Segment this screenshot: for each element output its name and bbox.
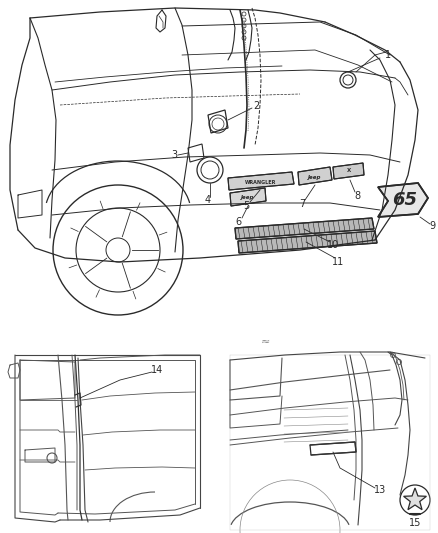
Text: 10: 10: [327, 240, 339, 250]
Polygon shape: [298, 167, 332, 185]
Text: 65: 65: [392, 191, 417, 209]
Polygon shape: [235, 218, 374, 239]
Text: 4: 4: [205, 195, 211, 205]
Polygon shape: [228, 172, 294, 190]
Text: 15: 15: [409, 518, 421, 528]
Text: 7: 7: [299, 199, 305, 209]
Polygon shape: [403, 488, 427, 510]
Text: WRANGLER: WRANGLER: [245, 181, 277, 185]
Text: 6: 6: [235, 217, 241, 227]
Polygon shape: [333, 163, 364, 179]
Text: ≈: ≈: [260, 337, 270, 347]
Text: 9: 9: [429, 221, 435, 231]
Text: Jeep: Jeep: [308, 174, 322, 180]
Text: 2: 2: [253, 101, 259, 111]
Text: 8: 8: [354, 191, 360, 201]
Text: 13: 13: [374, 485, 386, 495]
Text: 5: 5: [243, 201, 249, 211]
Text: 3: 3: [171, 150, 177, 160]
Text: 1: 1: [385, 50, 391, 60]
Polygon shape: [230, 188, 266, 206]
Text: 11: 11: [332, 257, 344, 267]
Text: X: X: [347, 168, 351, 174]
Polygon shape: [238, 231, 377, 253]
Text: Jeep: Jeep: [241, 195, 255, 199]
Polygon shape: [378, 183, 428, 217]
Text: 14: 14: [151, 365, 163, 375]
